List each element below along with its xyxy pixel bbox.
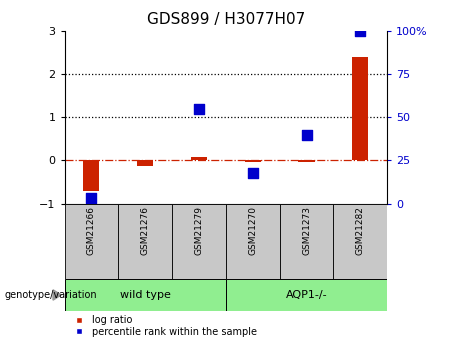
Text: wild type: wild type bbox=[120, 290, 171, 300]
Point bbox=[357, 28, 364, 34]
Bar bbox=[172, 204, 226, 279]
Bar bbox=[118, 204, 172, 279]
Bar bbox=[245, 160, 261, 162]
Bar bbox=[226, 279, 387, 311]
Text: AQP1-/-: AQP1-/- bbox=[286, 290, 327, 300]
Text: GSM21276: GSM21276 bbox=[141, 206, 150, 255]
Bar bbox=[333, 204, 387, 279]
Bar bbox=[137, 160, 153, 166]
Text: GSM21279: GSM21279 bbox=[195, 206, 203, 255]
Bar bbox=[298, 160, 314, 162]
Text: GSM21282: GSM21282 bbox=[356, 206, 365, 255]
Bar bbox=[352, 57, 368, 160]
Text: GSM21266: GSM21266 bbox=[87, 206, 96, 255]
Point bbox=[88, 196, 95, 201]
Point bbox=[303, 132, 310, 137]
Bar bbox=[280, 204, 333, 279]
Text: genotype/variation: genotype/variation bbox=[5, 290, 97, 300]
Text: GSM21270: GSM21270 bbox=[248, 206, 257, 255]
Point bbox=[249, 170, 256, 175]
Bar bbox=[65, 204, 118, 279]
Bar bbox=[83, 160, 100, 191]
Bar bbox=[226, 204, 280, 279]
Text: GSM21273: GSM21273 bbox=[302, 206, 311, 255]
Bar bbox=[191, 157, 207, 160]
Title: GDS899 / H3077H07: GDS899 / H3077H07 bbox=[147, 12, 305, 27]
Bar bbox=[65, 279, 226, 311]
Legend: log ratio, percentile rank within the sample: log ratio, percentile rank within the sa… bbox=[70, 315, 257, 337]
Point bbox=[195, 106, 203, 111]
